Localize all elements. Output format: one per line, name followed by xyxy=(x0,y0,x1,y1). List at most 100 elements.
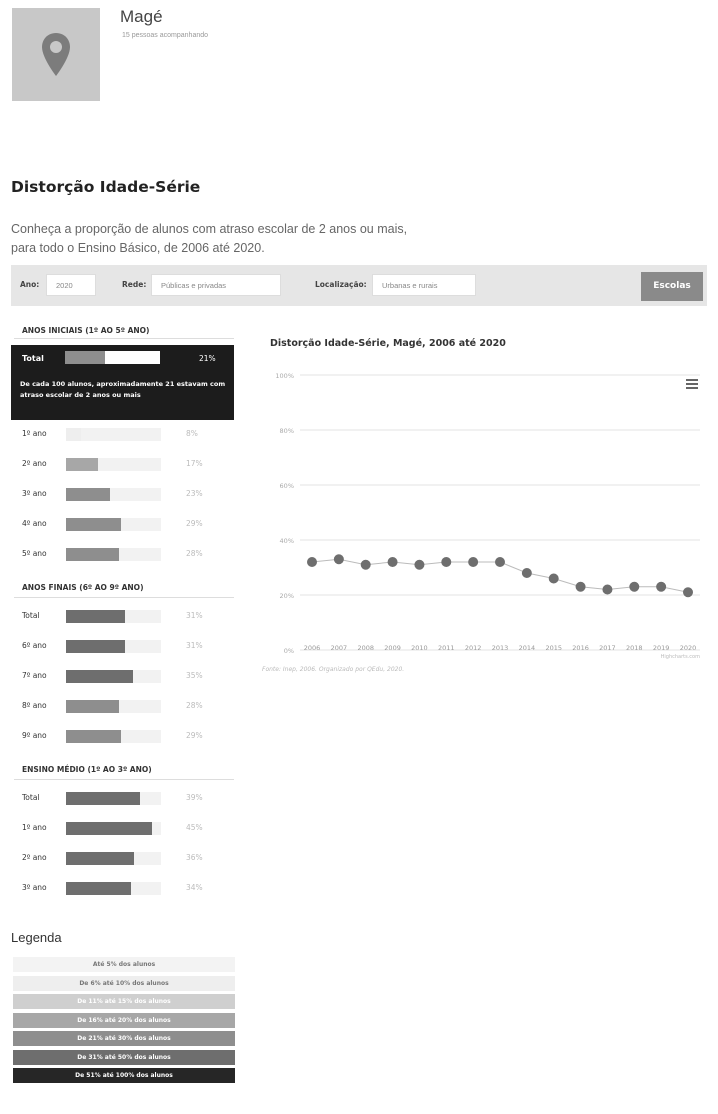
x-tick-label: 2010 xyxy=(411,644,428,652)
grade-label: 4º ano xyxy=(22,519,47,528)
grade-percent: 31% xyxy=(186,611,203,620)
data-point xyxy=(629,581,640,592)
grade-label: 3º ano xyxy=(22,883,47,892)
grade-bar-track xyxy=(66,852,161,865)
grade-percent: 45% xyxy=(186,823,203,832)
grade-percent: 34% xyxy=(186,883,203,892)
x-tick-label: 2011 xyxy=(438,644,455,652)
x-tick-label: 2020 xyxy=(680,644,697,652)
y-tick-label: 80% xyxy=(280,427,294,435)
grade-row[interactable]: 2º ano 36% xyxy=(14,848,234,868)
legend-item: De 31% até 50% dos alunos xyxy=(13,1049,235,1065)
grade-row[interactable]: Total 31% xyxy=(14,606,234,626)
group-divider xyxy=(14,338,234,339)
grade-bar-track xyxy=(66,548,161,561)
grade-label: 2º ano xyxy=(22,853,47,862)
grade-percent: 35% xyxy=(186,671,203,680)
filter-bar: Ano: 2020 Rede: Públicas e privadas Loca… xyxy=(11,265,707,306)
grade-bar-fill xyxy=(66,518,122,531)
grade-percent: 8% xyxy=(186,429,198,438)
group-divider xyxy=(14,597,234,598)
x-tick-label: 2017 xyxy=(599,644,616,652)
grade-bar-fill xyxy=(66,458,99,471)
chart-source: Fonte: Inep, 2006. Organizado por QEdu, … xyxy=(262,666,405,673)
grade-label: 7º ano xyxy=(22,671,47,680)
grade-bar-track xyxy=(66,792,161,805)
grade-bar-fill xyxy=(66,730,122,743)
data-point xyxy=(495,557,505,567)
map-pin-icon xyxy=(42,32,70,76)
localizacao-select[interactable]: Urbanas e rurais xyxy=(372,274,476,296)
grade-percent: 28% xyxy=(186,701,203,710)
escolas-button[interactable]: Escolas xyxy=(641,272,703,301)
grade-row[interactable]: 8º ano 28% xyxy=(14,696,234,716)
grade-label: Total xyxy=(22,793,40,802)
city-thumbnail xyxy=(12,8,100,101)
grade-row[interactable]: 4º ano 29% xyxy=(14,514,234,534)
data-point xyxy=(387,557,398,567)
grade-bar-track xyxy=(66,488,161,501)
grade-bar-track xyxy=(66,518,161,531)
grade-bar-fill xyxy=(66,548,120,561)
x-tick-label: 2019 xyxy=(653,644,670,652)
x-tick-label: 2006 xyxy=(304,644,321,652)
grade-row[interactable]: 1º ano 45% xyxy=(14,818,234,838)
grade-row[interactable]: 5º ano 28% xyxy=(14,544,234,564)
grade-label: 6º ano xyxy=(22,641,47,650)
grade-percent: 28% xyxy=(186,549,203,558)
x-tick-label: 2012 xyxy=(465,644,482,652)
data-point xyxy=(360,559,371,570)
grade-bar-track xyxy=(66,428,161,441)
total-label: Total xyxy=(22,354,44,363)
grade-label: 3º ano xyxy=(22,489,47,498)
ano-label: Ano: xyxy=(20,280,40,289)
grade-label: 1º ano xyxy=(22,429,47,438)
grade-row[interactable]: 9º ano 29% xyxy=(14,726,234,746)
iniciais-total-row[interactable]: Total 21% De cada 100 alunos, aproximada… xyxy=(11,345,234,420)
city-name: Magé xyxy=(120,7,163,26)
section-title: Distorção Idade-Série xyxy=(11,178,201,196)
y-tick-label: 20% xyxy=(280,592,294,600)
ano-select[interactable]: 2020 xyxy=(46,274,96,296)
chart-menu-icon[interactable] xyxy=(686,379,698,391)
ensino-medio-title: ENSINO MÉDIO (1º AO 3º ANO) xyxy=(22,765,152,774)
data-point xyxy=(441,557,452,567)
legend-item: De 16% até 20% dos alunos xyxy=(13,1012,235,1028)
anos-iniciais-title: ANOS INICIAIS (1º AO 5º ANO) xyxy=(22,326,150,335)
grade-percent: 29% xyxy=(186,731,203,740)
localizacao-label: Localização: xyxy=(315,280,367,289)
grade-row[interactable]: 7º ano 35% xyxy=(14,666,234,686)
grade-percent: 17% xyxy=(186,459,203,468)
data-point xyxy=(602,584,613,595)
data-point xyxy=(656,581,667,592)
x-tick-label: 2007 xyxy=(331,644,348,652)
legend-item: De 51% até 100% dos alunos xyxy=(13,1068,235,1083)
followers-count[interactable]: 15 pessoas acompanhando xyxy=(122,32,209,39)
legend-item: Até 5% dos alunos xyxy=(13,957,235,972)
grade-bar-fill xyxy=(66,488,110,501)
grade-row[interactable]: 3º ano 23% xyxy=(14,484,234,504)
x-tick-label: 2015 xyxy=(545,644,562,652)
grade-bar-fill xyxy=(66,792,141,805)
grade-row[interactable]: 3º ano 34% xyxy=(14,878,234,898)
legend-title: Legenda xyxy=(11,930,62,945)
grade-label: 9º ano xyxy=(22,731,47,740)
grade-label: 8º ano xyxy=(22,701,47,710)
rede-select[interactable]: Públicas e privadas xyxy=(151,274,281,296)
grade-bar-track xyxy=(66,882,161,895)
grade-percent: 31% xyxy=(186,641,203,650)
x-tick-label: 2013 xyxy=(492,644,509,652)
legend-item: De 21% até 30% dos alunos xyxy=(13,1031,235,1046)
section-description: Conheça a proporção de alunos com atraso… xyxy=(11,222,408,255)
total-percent: 21% xyxy=(199,354,216,363)
data-point xyxy=(521,568,532,578)
grade-row[interactable]: 1º ano 8% xyxy=(14,424,234,444)
grade-row[interactable]: 2º ano 17% xyxy=(14,454,234,474)
data-point xyxy=(468,557,479,567)
grade-bar-fill xyxy=(66,852,135,865)
anos-finais-title: ANOS FINAIS (6º AO 9º ANO) xyxy=(22,583,144,592)
grade-row[interactable]: Total 39% xyxy=(14,788,234,808)
grade-row[interactable]: 6º ano 31% xyxy=(14,636,234,656)
line-chart: 0% 20% 40% 60% 80% 100% 2006 2007 2008 2009 2010 20… xyxy=(275,372,700,660)
grade-bar-fill xyxy=(66,640,125,653)
